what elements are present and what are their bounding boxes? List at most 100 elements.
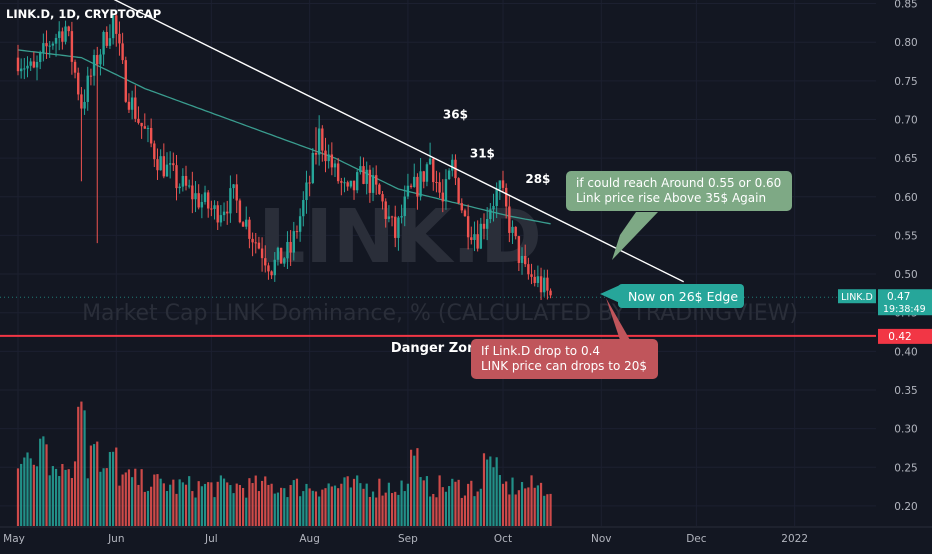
red-note-pointer xyxy=(606,298,630,340)
candle-body xyxy=(184,175,188,186)
volume-bar xyxy=(172,479,175,526)
candle-body xyxy=(118,33,121,44)
volume-bar xyxy=(340,483,343,526)
candle-body xyxy=(140,122,143,127)
volume-bar xyxy=(318,496,321,526)
volume-bar xyxy=(150,486,153,526)
candle-body xyxy=(134,97,137,119)
volume-bar xyxy=(498,475,501,526)
now-note-pointer xyxy=(600,285,620,303)
volume-bar xyxy=(460,497,463,526)
volume-bar xyxy=(337,488,340,526)
candle-body xyxy=(311,152,315,183)
volume-bar xyxy=(270,483,273,526)
candle-body xyxy=(226,211,229,214)
volume-bar xyxy=(112,451,115,526)
candle-body xyxy=(384,201,387,219)
volume-bar xyxy=(89,445,93,526)
candle-body xyxy=(241,222,245,227)
volume-bar xyxy=(333,485,337,526)
candle-body xyxy=(514,226,517,237)
y-tick-label: 0.75 xyxy=(894,76,917,88)
volume-bar xyxy=(330,486,333,526)
volume-bar xyxy=(219,475,222,526)
x-tick-label: Sep xyxy=(398,533,418,545)
candle-body xyxy=(19,68,23,72)
volume-bar xyxy=(260,480,264,526)
candle-body xyxy=(48,45,51,47)
volume-bar xyxy=(429,496,432,526)
candle-body xyxy=(406,185,410,197)
candle-body xyxy=(543,277,546,293)
x-tick-label: Dec xyxy=(686,533,707,545)
candle-body xyxy=(317,128,321,155)
candle-body xyxy=(89,75,93,77)
price-tag-symbol-box xyxy=(838,289,876,304)
candle-body xyxy=(330,154,334,168)
volume-bar xyxy=(508,494,511,526)
now-note-text: Now on 26$ Edge xyxy=(628,289,738,304)
volume-bar xyxy=(127,469,131,526)
volume-bar xyxy=(29,458,32,526)
volume-bar xyxy=(191,491,194,526)
volume-bar xyxy=(232,493,235,526)
volume-bar xyxy=(264,476,267,526)
candle-body xyxy=(172,163,175,166)
candle-body xyxy=(381,194,384,202)
volume-bar xyxy=(457,479,460,526)
volume-bar xyxy=(169,484,172,526)
candle-body xyxy=(533,276,536,283)
green-note-box xyxy=(566,171,792,211)
candle-body xyxy=(549,290,552,296)
volume-bar xyxy=(181,482,184,526)
volume-bar xyxy=(238,485,241,526)
volume-bar xyxy=(140,469,143,526)
danger-zone-label: Danger Zone xyxy=(391,341,485,356)
candle-body xyxy=(222,211,226,216)
volume-bar xyxy=(539,482,543,526)
volume-bar xyxy=(257,491,261,526)
candle-body xyxy=(517,236,521,263)
y-tick-label: 0.80 xyxy=(894,37,917,49)
candle-body xyxy=(511,226,514,233)
volume-bar xyxy=(463,495,467,526)
volume-bar xyxy=(495,457,498,526)
candle-body xyxy=(83,101,86,109)
volume-bar xyxy=(48,475,51,526)
candle-body xyxy=(146,127,150,129)
volume-bar xyxy=(403,491,406,526)
candle-body xyxy=(127,101,131,110)
volume-bar xyxy=(156,474,159,526)
candle-body xyxy=(359,166,362,173)
chart-header-symbol: LINK.D, 1D, CRYPTOCAP xyxy=(6,7,161,21)
price-tag-countdown: 19:38:49 xyxy=(883,304,926,315)
candle-body xyxy=(451,159,454,171)
candle-body xyxy=(298,216,302,232)
volume-bar xyxy=(67,469,70,526)
volume-bar xyxy=(226,482,229,526)
volume-bar xyxy=(102,468,105,526)
candle-body xyxy=(425,164,429,182)
candle-body xyxy=(130,97,134,110)
volume-bar xyxy=(213,497,216,526)
candle-body xyxy=(203,192,207,202)
candle-body xyxy=(159,156,162,171)
candle-body xyxy=(390,216,394,218)
candle-body xyxy=(23,68,26,70)
y-tick-label: 0.35 xyxy=(894,385,917,397)
candle-body xyxy=(508,206,511,233)
candle-body xyxy=(346,182,349,187)
volume-bar xyxy=(165,491,169,526)
candle-body xyxy=(333,163,337,168)
volume-bar xyxy=(517,490,520,526)
volume-bar xyxy=(248,478,251,526)
volume-bar xyxy=(365,483,368,526)
volume-bar xyxy=(362,488,365,526)
candle-body xyxy=(314,152,318,155)
candle-body xyxy=(286,241,289,259)
volume-bar xyxy=(216,481,219,526)
candle-body xyxy=(413,176,416,187)
volume-bar xyxy=(520,482,524,526)
